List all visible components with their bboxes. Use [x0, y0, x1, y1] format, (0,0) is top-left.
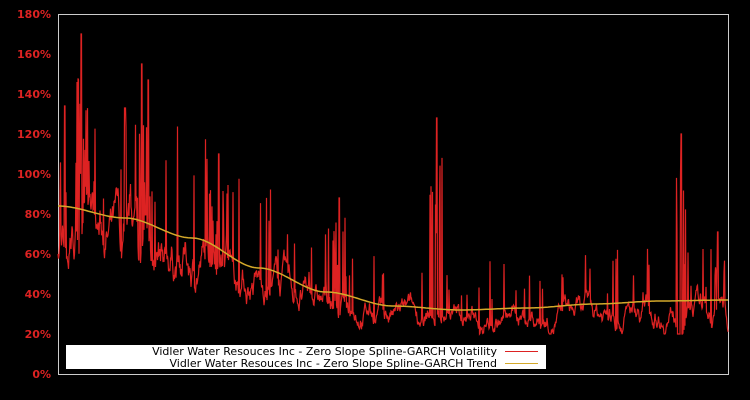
volatility-series	[57, 33, 729, 336]
y-tick-label: 160%	[17, 48, 51, 61]
y-tick-label: 0%	[32, 368, 51, 381]
plot-frame	[58, 14, 729, 375]
plot-area	[57, 33, 729, 336]
legend-swatch-volatility	[505, 350, 538, 352]
y-tick-label: 100%	[17, 168, 51, 181]
legend-label-volatility: Vidler Water Resouces Inc - Zero Slope S…	[152, 344, 497, 358]
y-tick-label: 120%	[17, 128, 51, 141]
legend-label-trend: Vidler Water Resouces Inc - Zero Slope S…	[169, 356, 497, 370]
y-tick-label: 40%	[25, 288, 51, 301]
legend: Vidler Water Resouces Inc - Zero Slope S…	[66, 344, 546, 370]
y-tick-label: 80%	[25, 208, 51, 221]
y-tick-label: 20%	[25, 328, 51, 341]
y-tick-label: 140%	[17, 88, 51, 101]
y-axis-ticks: 0% 20% 40% 60% 80% 100% 120% 140% 160% 180%	[17, 8, 51, 381]
y-tick-label: 180%	[17, 8, 51, 21]
y-tick-label: 60%	[25, 248, 51, 261]
legend-item-trend: Vidler Water Resouces Inc - Zero Slope S…	[169, 356, 538, 370]
trend-series	[58, 205, 728, 311]
legend-swatch-trend	[505, 362, 538, 364]
legend-item-volatility: Vidler Water Resouces Inc - Zero Slope S…	[152, 344, 538, 358]
